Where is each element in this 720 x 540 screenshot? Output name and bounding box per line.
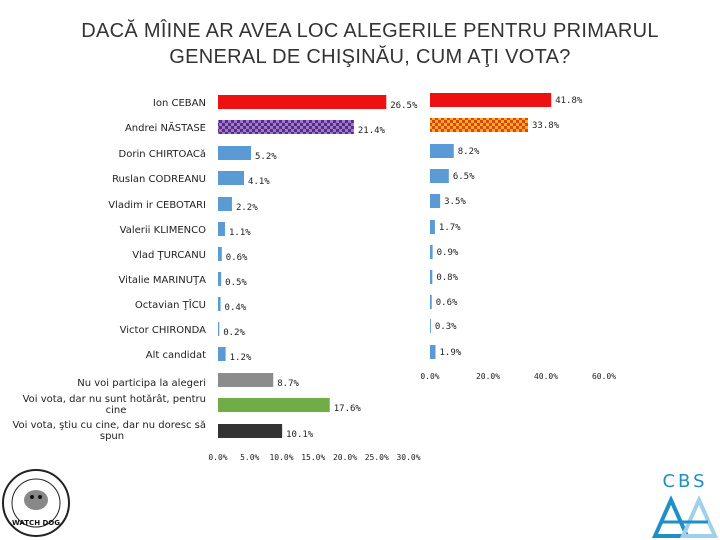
left-bar bbox=[218, 398, 330, 412]
right-value-label: 1.7% bbox=[439, 223, 461, 233]
right-bar bbox=[430, 345, 436, 359]
x-tick-label: 25.0% bbox=[365, 453, 389, 462]
right-value-label: 33.8% bbox=[532, 121, 560, 131]
left-value-label: 4.1% bbox=[248, 177, 270, 187]
right-bar bbox=[430, 169, 449, 183]
cbs-logo-text: CBS bbox=[662, 471, 707, 492]
left-bar bbox=[218, 146, 252, 160]
left-value-label: 21.4% bbox=[358, 126, 386, 136]
left-bar bbox=[218, 247, 222, 261]
category-label: Vlad ŢURCANU bbox=[132, 250, 206, 261]
right-bar bbox=[430, 295, 432, 309]
left-bar bbox=[218, 197, 232, 211]
right-value-label: 0.9% bbox=[437, 248, 459, 258]
x-tick-label: 0.0% bbox=[420, 372, 439, 381]
right-bar bbox=[430, 194, 441, 208]
x-tick-label: 5.0% bbox=[240, 453, 259, 462]
right-value-label: 8.2% bbox=[458, 147, 480, 157]
x-tick-label: 20.0% bbox=[333, 453, 357, 462]
right-value-label: 1.9% bbox=[440, 348, 462, 358]
right-bar-chart: 41.8% 33.8% 8.2% 6.5% 3.5% 1.7% 0.9% 0.8% 0.6% 0.… bbox=[420, 93, 616, 381]
category-label: Andrei NĂSTASE bbox=[125, 121, 206, 134]
right-value-label: 0.3% bbox=[435, 322, 457, 332]
x-tick-label: 15.0% bbox=[301, 453, 325, 462]
right-bar bbox=[430, 144, 454, 158]
watchdog-logo: WATCH DOG bbox=[2, 469, 70, 537]
left-value-label: 1.1% bbox=[229, 228, 251, 238]
chart-title: DACĂ MÎINE AR AVEA LOC ALEGERILE PENTRU … bbox=[40, 18, 700, 70]
left-value-label: 2.2% bbox=[236, 203, 258, 213]
left-bar bbox=[218, 297, 221, 311]
right-bar bbox=[430, 245, 433, 259]
category-label: Nu voi participa la alegeri bbox=[77, 378, 206, 389]
left-bar bbox=[218, 95, 387, 109]
x-tick-label: 40.0% bbox=[534, 372, 558, 381]
title-line-1: DACĂ MÎINE AR AVEA LOC ALEGERILE PENTRU … bbox=[81, 20, 659, 42]
right-bar bbox=[430, 220, 435, 234]
left-bar bbox=[218, 373, 274, 387]
left-bar bbox=[218, 222, 225, 236]
watchdog-logo-text: WATCH DOG bbox=[12, 519, 60, 527]
category-label: Valerii KLIMENCO bbox=[120, 225, 206, 236]
category-label: Victor CHIRONDA bbox=[120, 325, 207, 336]
category-label: Ion CEBAN bbox=[153, 98, 206, 109]
left-value-label: 0.4% bbox=[225, 303, 247, 313]
left-bar bbox=[218, 347, 226, 361]
left-bar bbox=[218, 272, 222, 286]
right-value-label: 41.8% bbox=[555, 96, 583, 106]
title-line-2: GENERAL DE CHIŞINĂU, CUM AŢI VOTA? bbox=[169, 46, 571, 68]
right-value-label: 3.5% bbox=[444, 197, 466, 207]
left-value-label: 26.5% bbox=[390, 101, 418, 111]
cbs-logo: CBS bbox=[651, 471, 719, 538]
x-tick-label: 60.0% bbox=[592, 372, 616, 381]
right-value-label: 6.5% bbox=[453, 172, 475, 182]
left-bar bbox=[218, 171, 245, 185]
right-bar bbox=[430, 93, 552, 107]
right-value-label: 0.6% bbox=[436, 298, 458, 308]
left-value-label: 17.6% bbox=[334, 404, 362, 414]
left-bar bbox=[218, 322, 220, 336]
right-bar bbox=[430, 319, 431, 333]
category-label: Ruslan CODREANU bbox=[112, 174, 206, 185]
left-value-label: 8.7% bbox=[277, 379, 299, 389]
left-value-label: 0.2% bbox=[223, 328, 245, 338]
left-bar bbox=[218, 120, 354, 134]
left-value-label: 1.2% bbox=[230, 353, 252, 363]
left-bar bbox=[218, 424, 283, 438]
right-bar bbox=[430, 118, 529, 132]
x-tick-label: 10.0% bbox=[269, 453, 293, 462]
left-value-label: 10.1% bbox=[286, 430, 314, 440]
left-bar-chart: 26.5% 21.4% 5.2% 4.1% 2.2% 1.1% 0.6% 0.5% 0.4% 0.… bbox=[12, 95, 421, 462]
category-label: Dorin CHIRTOACă bbox=[119, 149, 206, 160]
category-label: Voi vota, ştiu cu cine, dar nu doresc să… bbox=[12, 420, 206, 442]
category-label: Alt candidat bbox=[146, 350, 206, 361]
category-label: Vladim ir CEBOTARI bbox=[108, 200, 206, 211]
left-value-label: 0.5% bbox=[225, 278, 247, 288]
right-bar bbox=[430, 270, 433, 284]
x-tick-label: 30.0% bbox=[396, 453, 420, 462]
left-value-label: 5.2% bbox=[255, 152, 277, 162]
left-value-label: 0.6% bbox=[226, 253, 248, 263]
category-label: Vitalie MARINUŢA bbox=[119, 275, 207, 286]
right-value-label: 0.8% bbox=[436, 273, 458, 283]
category-label: Voi vota, dar nu sunt hotărât, pentru cin… bbox=[23, 393, 206, 416]
x-tick-label: 0.0% bbox=[208, 453, 227, 462]
x-tick-label: 20.0% bbox=[476, 372, 500, 381]
category-label: Octavian ŢÎCU bbox=[135, 298, 206, 311]
